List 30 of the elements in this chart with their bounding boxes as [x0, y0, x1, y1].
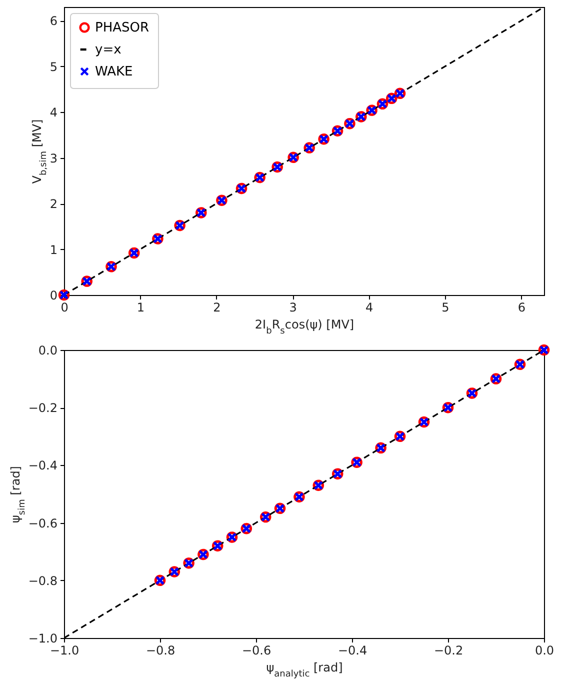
x-axis-title: 2I$_{b}$R$_{s}$cos(ψ) [MV] [254, 318, 354, 336]
y-tick-label: −0.2 [28, 401, 58, 416]
x-tick-label: −0.6 [242, 644, 272, 658]
x-axis-title: ψ$_{analytic}$ [rad] [266, 660, 343, 680]
x-tick-label: 0 [60, 300, 68, 314]
legend-label: WAKE [95, 64, 133, 80]
y-tick-label: −0.4 [28, 458, 58, 473]
x-tick-label: −0.8 [146, 644, 176, 658]
x-tick-label: 5 [442, 300, 450, 314]
y-tick-label: 3 [50, 151, 58, 166]
x-tick-label: −0.4 [338, 644, 368, 658]
x-tick-label: 3 [289, 300, 297, 314]
y-tick-label: −0.6 [28, 516, 58, 530]
y-tick-label: −1.0 [28, 632, 58, 646]
y-tick-label: 0.0 [38, 344, 58, 358]
y-tick-label: 1 [50, 242, 58, 257]
y-tick-label: 2 [50, 197, 58, 212]
x-tick-label: 2 [213, 300, 221, 314]
y-tick-label: 5 [50, 60, 58, 74]
x-tick-label: −0.2 [434, 644, 464, 658]
legend-label: y=x [95, 42, 122, 58]
x-tick-label: 1 [136, 300, 145, 314]
legend-label: PHASOR [95, 20, 150, 36]
y-tick-label: 4 [50, 106, 58, 120]
y-tick-label: 0 [50, 288, 58, 302]
x-tick-label: 0.0 [534, 644, 554, 658]
y-tick-label: −0.8 [28, 574, 58, 588]
y-tick-label: 6 [50, 14, 58, 28]
x-tick-label: 6 [518, 300, 526, 314]
x-tick-label: 4 [365, 300, 374, 314]
